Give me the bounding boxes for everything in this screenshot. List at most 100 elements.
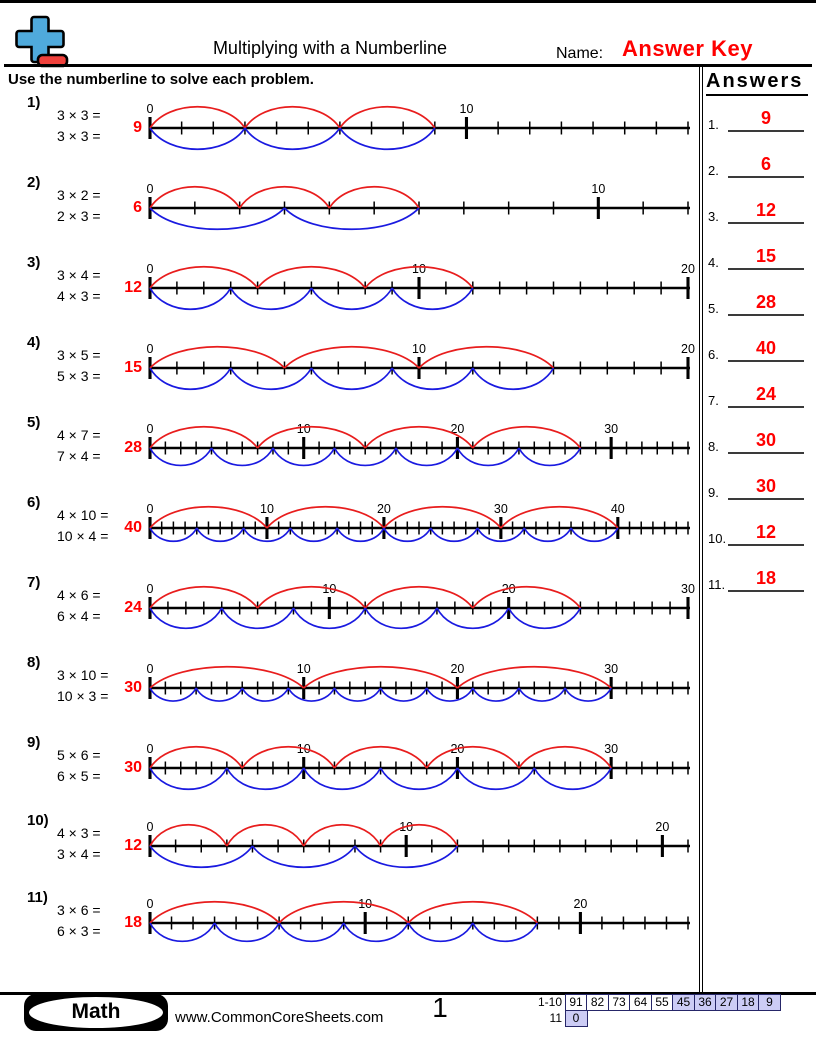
problem-answer: 30	[124, 759, 142, 776]
hop-arc-red	[364, 265, 474, 289]
tick-label: 0	[147, 582, 154, 596]
hop-arc-blue	[476, 527, 526, 542]
tick-label: 30	[604, 662, 618, 676]
answer-item: 11. 18	[702, 550, 814, 596]
answer-item: 8. 30	[702, 412, 814, 458]
answer-number: 7.	[708, 393, 719, 408]
hop-arc-blue	[302, 767, 382, 790]
problem-answer: 9	[133, 119, 142, 136]
hop-arc-blue	[429, 527, 479, 542]
hop-arc-red	[500, 505, 619, 529]
equation-1: 3 × 3 =	[57, 107, 101, 123]
hop-arc-red	[149, 425, 259, 449]
tick-label: 0	[147, 820, 154, 834]
problem-number: 6)	[27, 494, 41, 511]
hop-arc-blue	[425, 687, 474, 702]
hop-arc-blue	[196, 527, 245, 542]
answer-number: 2.	[708, 163, 719, 178]
problem-number: 4)	[27, 334, 41, 351]
score-cell: 27	[715, 994, 738, 1011]
hop-arcs-red	[149, 105, 436, 129]
tick-label: 20	[450, 422, 464, 436]
subject-badge: Math	[24, 994, 168, 1031]
problem-number: 9)	[27, 734, 41, 751]
hop-arc-red	[518, 745, 612, 769]
equation-2: 3 × 4 =	[57, 846, 101, 862]
hop-arc-blue	[364, 607, 438, 630]
tick-label: 20	[681, 262, 695, 276]
problem-answer: 12	[124, 279, 142, 296]
tick-labels: 0 10 20 30 40	[147, 502, 625, 516]
hop-arc-blue	[507, 607, 582, 630]
hop-arc-blue	[518, 447, 582, 467]
tick-label: 0	[147, 182, 154, 196]
tick-label: 20	[377, 502, 391, 516]
equation-2: 6 × 4 =	[57, 608, 101, 624]
hop-arc-blue	[278, 922, 345, 943]
hop-arc-red	[244, 105, 341, 129]
hop-arc-red	[149, 901, 280, 924]
answer-value: 28	[728, 292, 804, 316]
tick-labels: 0 10 20 30	[147, 582, 695, 596]
hop-arc-blue	[242, 527, 292, 542]
hop-arc-red	[383, 505, 502, 529]
tick-labels: 0 10	[147, 182, 606, 196]
hop-arc-blue	[149, 207, 286, 230]
hop-arc-blue	[241, 687, 290, 702]
hop-arcs-blue	[149, 767, 612, 790]
tick-label: 0	[147, 262, 154, 276]
answer-value: 30	[728, 430, 804, 454]
hop-arc-red	[379, 824, 459, 847]
hop-arcs-red	[149, 745, 612, 769]
tick-label: 20	[681, 342, 695, 356]
hop-arc-blue	[342, 922, 409, 943]
tick-label: 30	[494, 502, 508, 516]
answer-value: 12	[728, 522, 804, 546]
problem-number: 11)	[27, 889, 48, 906]
hop-arc-blue	[220, 607, 295, 630]
hop-arc-blue	[333, 447, 397, 467]
problem-equations: 3 × 6 = 6 × 3 =	[57, 900, 101, 942]
hop-arc-blue	[407, 922, 474, 943]
answer-item: 1. 9	[702, 90, 814, 136]
problem-row: 7) 4 × 6 = 6 × 4 = 24 0 10 20 30	[0, 568, 700, 648]
hop-arc-red	[149, 745, 243, 769]
tick-label: 20	[573, 897, 587, 911]
hop-arc-blue	[149, 607, 223, 630]
answer-item: 4. 15	[702, 228, 814, 274]
hop-arcs-blue	[149, 447, 582, 467]
hop-arcs-red	[149, 585, 582, 609]
hop-arc-blue	[272, 447, 336, 467]
hop-arcs-blue	[149, 845, 459, 869]
problem-answer: 18	[124, 914, 142, 931]
numberline: 0 10 20	[147, 820, 690, 869]
problem-row: 4) 3 × 5 = 5 × 3 = 15 0 10 20	[0, 328, 700, 408]
tick-label: 20	[655, 820, 669, 834]
equation-1: 3 × 5 =	[57, 347, 101, 363]
tick-labels: 0 10 20 30	[147, 422, 619, 436]
hop-arcs-blue	[149, 367, 555, 390]
hop-arc-red	[149, 665, 305, 689]
answers-list: 1. 9 2. 6 3. 12 4. 15 5. 28 6. 40 7. 24 8. 30 9. 30 10. 12 1…	[702, 90, 814, 596]
hop-arcs-blue	[149, 687, 612, 702]
hop-arc-blue	[523, 527, 572, 542]
problem-number: 8)	[27, 654, 41, 671]
answer-item: 7. 24	[702, 366, 814, 412]
score-cell: 73	[607, 994, 631, 1011]
tick-labels: 0 10 20	[147, 262, 695, 276]
equation-1: 4 × 6 =	[57, 587, 101, 603]
hop-arc-blue	[310, 367, 393, 390]
problem-row: 11) 3 × 6 = 6 × 3 = 18 0 10 20	[0, 883, 700, 963]
hop-arc-red	[333, 745, 428, 769]
problem-answer: 6	[133, 199, 142, 216]
numberline: 0 10	[147, 182, 690, 230]
hop-arc-red	[364, 425, 474, 449]
problem-equations: 4 × 3 = 3 × 4 =	[57, 823, 101, 865]
equation-1: 4 × 3 =	[57, 825, 101, 841]
tick-label: 10	[297, 662, 311, 676]
numberline: 0 10 20	[147, 262, 695, 310]
equation-1: 4 × 7 =	[57, 427, 101, 443]
problem-answer: 24	[124, 599, 142, 616]
hop-arcs-red	[149, 425, 582, 449]
